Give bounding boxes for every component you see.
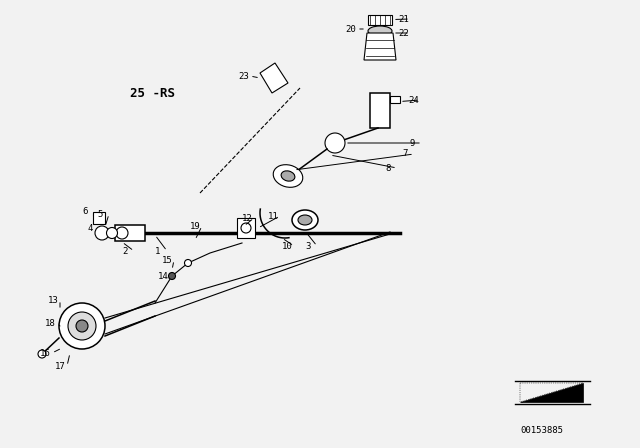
Text: 12: 12	[242, 214, 253, 223]
Bar	[390, 96, 400, 103]
Text: 11: 11	[268, 211, 279, 220]
Ellipse shape	[241, 223, 251, 233]
Text: 15: 15	[162, 255, 173, 264]
Text: 13: 13	[48, 296, 59, 305]
Ellipse shape	[368, 26, 392, 36]
Text: 24: 24	[408, 95, 419, 104]
Text: 00153885: 00153885	[520, 426, 563, 435]
Polygon shape	[364, 33, 396, 60]
Bar	[370, 93, 390, 128]
Polygon shape	[260, 63, 288, 93]
Text: 16: 16	[40, 349, 51, 358]
Text: 6: 6	[82, 207, 88, 215]
Text: 14: 14	[158, 271, 169, 280]
Text: 5: 5	[97, 210, 102, 219]
Circle shape	[95, 226, 109, 240]
Text: 9: 9	[410, 138, 415, 147]
Circle shape	[184, 259, 191, 267]
Circle shape	[168, 272, 175, 280]
Text: 3: 3	[305, 241, 310, 250]
Text: 2: 2	[122, 246, 127, 255]
Circle shape	[38, 350, 46, 358]
Bar	[93, 212, 105, 224]
Polygon shape	[520, 383, 583, 402]
Ellipse shape	[59, 303, 105, 349]
Text: 4: 4	[87, 224, 92, 233]
Text: 21: 21	[398, 14, 409, 23]
Text: 19: 19	[190, 221, 201, 231]
Ellipse shape	[68, 312, 96, 340]
Ellipse shape	[273, 165, 303, 187]
Bar	[237, 218, 255, 238]
Circle shape	[76, 320, 88, 332]
Text: 22: 22	[398, 29, 409, 38]
Ellipse shape	[281, 171, 295, 181]
Circle shape	[116, 227, 128, 239]
Circle shape	[325, 133, 345, 153]
Text: 10: 10	[282, 241, 292, 250]
Text: 23: 23	[238, 72, 249, 81]
Text: 7: 7	[402, 150, 408, 159]
Text: 1: 1	[155, 246, 161, 255]
Ellipse shape	[298, 215, 312, 225]
Text: 18: 18	[45, 319, 56, 327]
Text: 25 -RS: 25 -RS	[130, 86, 175, 99]
Text: 17: 17	[55, 362, 66, 370]
Ellipse shape	[292, 210, 318, 230]
Bar	[368, 15, 392, 25]
Circle shape	[106, 228, 118, 238]
Bar	[115, 225, 145, 241]
Text: 8: 8	[385, 164, 390, 172]
Text: 20: 20	[345, 25, 356, 34]
